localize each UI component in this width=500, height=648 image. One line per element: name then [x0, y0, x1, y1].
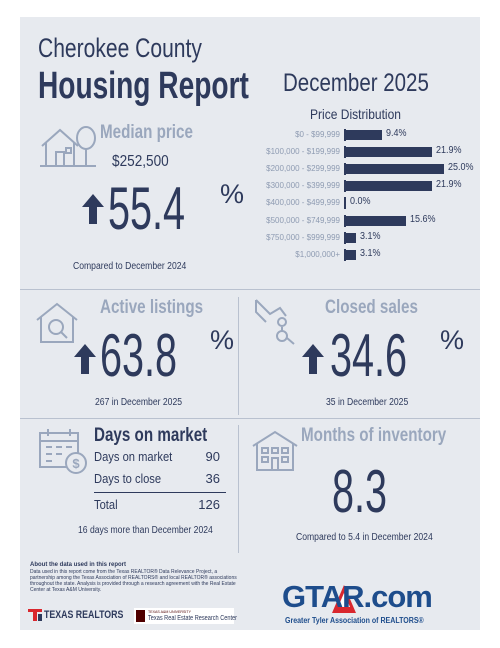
divider	[238, 425, 239, 553]
county-title: Cherokee County	[38, 33, 202, 63]
tamu-small-text: TEXAS A&M UNIVERSITY	[148, 609, 192, 614]
median-price-title: Median price	[100, 122, 193, 143]
chart-axis-tick	[344, 197, 346, 210]
days-on-market-value: 90	[205, 449, 220, 464]
chart-value-label: 0.0%	[350, 196, 371, 208]
chart-bar	[344, 249, 357, 260]
closed-sales-title: Closed sales	[325, 297, 418, 318]
chart-category-label: $0 - $99,999	[295, 130, 340, 139]
tamu-logo: TEXAS A&M UNIVERSITY Texas Real Estate R…	[134, 608, 238, 624]
chart-title: Price Distribution	[310, 106, 402, 122]
chart-category-label: $100,000 - $199,999	[266, 147, 340, 157]
chart-value-label: 21.9%	[435, 179, 462, 191]
days-to-close-value: 36	[205, 471, 220, 486]
gtar-logo-text: GTAR.com	[282, 579, 433, 614]
months-of-inventory-note: Compared to 5.4 in December 2024	[296, 532, 433, 543]
texas-realtors-logo-text: TEXAS REALTORS	[44, 609, 124, 621]
chart-bar	[344, 147, 432, 158]
house-magnifier-icon	[36, 302, 78, 343]
report-month: December 2025	[283, 69, 429, 97]
building-icon	[252, 430, 298, 471]
closed-sales-note: 35 in December 2025	[326, 397, 409, 408]
arrow-up-icon	[74, 344, 96, 374]
active-listings-note: 267 in December 2025	[95, 397, 183, 408]
hand-keys-icon	[255, 299, 295, 345]
chart-category-label: $500,000 - $749,999	[266, 215, 340, 225]
svg-text:$: $	[72, 456, 80, 471]
gtar-logo-art	[332, 585, 356, 613]
chart-bar	[344, 164, 444, 175]
closed-sales-change: 34.6	[330, 322, 408, 389]
chart-value-label: 3.1%	[360, 247, 381, 259]
chart-category-label: $400,000 - $499,999	[266, 198, 340, 208]
chart-category-label: $300,000 - $399,999	[266, 181, 340, 191]
days-to-close-label: Days to close	[94, 471, 162, 486]
tamu-center-text: Texas Real Estate Research Center	[148, 615, 238, 622]
chart-category-label: $200,000 - $299,999	[266, 164, 340, 174]
about-title: About the data used in this report	[30, 562, 127, 568]
chart-bar	[344, 215, 407, 226]
divider	[20, 289, 480, 290]
divider	[238, 297, 239, 415]
chart-value-label: 3.1%	[360, 230, 381, 242]
chart-category-label: $1,000,000+	[295, 249, 340, 259]
chart-value-label: 15.6%	[410, 213, 436, 225]
about-text: Data used in this report come from the T…	[30, 569, 237, 593]
median-price-compare: Compared to December 2024	[73, 261, 187, 272]
active-listings-unit: %	[210, 325, 235, 355]
median-price-value: $252,500	[112, 153, 169, 170]
total-label: Total	[94, 497, 118, 512]
median-price-unit: %	[220, 179, 245, 209]
active-listings-change: 63.8	[100, 322, 178, 389]
report-title: Housing Report	[38, 65, 249, 107]
divider	[20, 418, 480, 419]
price-distribution-chart: $0 - $99,999 9.4% $100,000 - $199,999 21.9%…	[240, 128, 480, 269]
chart-category-label: $750,000 - $999,999	[266, 232, 340, 242]
report-card: Cherokee County Housing Report December …	[20, 17, 480, 630]
house-tree-icon	[40, 126, 96, 167]
arrow-up-icon	[302, 344, 324, 374]
chart-value-label: 9.4%	[385, 128, 407, 139]
chart-bar	[344, 232, 357, 243]
total-rule	[94, 492, 226, 493]
months-of-inventory-value: 8.3	[332, 458, 388, 525]
days-on-market-title: Days on market	[94, 425, 208, 446]
gtar-tagline: Greater Tyler Association of REALTORS®	[285, 616, 424, 625]
calendar-dollar-icon: $	[39, 429, 87, 474]
months-of-inventory-title: Months of inventory	[301, 425, 447, 446]
days-on-market-label: Days on market	[94, 449, 173, 464]
arrow-up-icon	[82, 194, 104, 224]
days-on-market-note: 16 days more than December 2024	[78, 525, 213, 536]
chart-bar	[344, 130, 382, 140]
chart-value-label: 21.9%	[435, 145, 462, 157]
closed-sales-unit: %	[440, 325, 465, 355]
active-listings-title: Active listings	[100, 297, 204, 318]
chart-bar	[344, 181, 432, 192]
median-price-change: 55.4	[108, 175, 186, 242]
gtar-logo: GTAR.com	[282, 577, 472, 617]
texas-realtors-logo-icon	[28, 609, 42, 621]
total-value: 126	[198, 497, 220, 512]
chart-value-label: 25.0%	[448, 162, 474, 174]
